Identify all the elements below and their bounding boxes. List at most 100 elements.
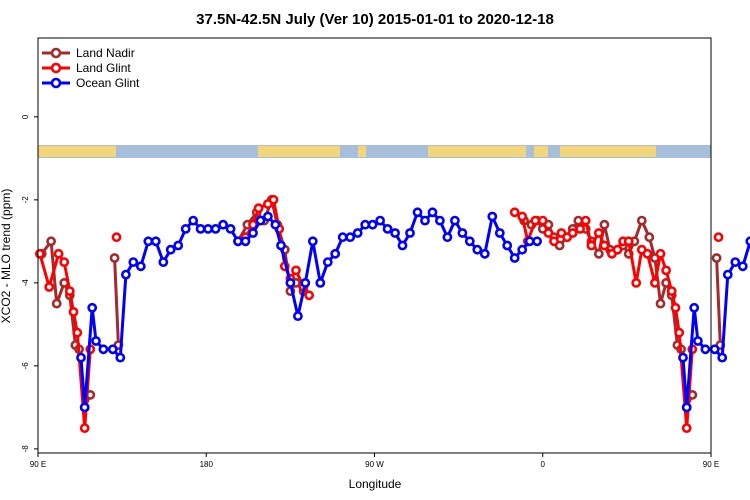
data-point [449,215,460,226]
data-point [150,236,161,247]
map-strip-land [560,146,656,157]
data-point [586,240,597,251]
data-point [352,228,363,238]
data-point [330,248,341,259]
data-point [532,236,542,247]
data-point [420,215,430,226]
data-point [745,236,750,247]
legend-item: Land Nadir [42,46,135,60]
data-point [593,228,604,238]
data-point [674,327,685,338]
x-tick-label: 90 E [30,460,46,469]
data-point [276,240,286,251]
data-point [405,228,415,238]
series-line [113,257,120,346]
data-point [79,423,90,433]
data-point [681,423,692,433]
data-point [285,277,296,288]
data-point [678,352,688,363]
data-point [567,228,578,238]
series-line [681,239,750,409]
data-point [390,228,400,238]
data-point [599,219,610,230]
legend-swatch-marker [50,47,62,59]
data-point [292,311,303,321]
data-point [135,261,146,272]
data-point [517,211,528,222]
data-point [655,298,666,309]
data-point [345,232,356,243]
data-point [307,236,318,247]
x-tick-label: 180 [200,460,214,469]
data-point [575,223,585,234]
legend-label: Land Glint [76,61,131,75]
data-point [270,219,281,230]
x-tick-label: 90 W [365,460,384,469]
data-point [382,223,393,234]
data-point [530,215,541,226]
data-point [253,203,264,214]
series-ocean-glint [76,207,750,413]
data-point [537,215,548,226]
y-tick-label: -4 [21,279,30,287]
y-tick-label: 0 [21,114,30,119]
data-point [46,236,56,247]
data-point [188,215,199,226]
data-point [315,277,326,288]
data-point [580,215,591,226]
data-point [109,253,120,263]
data-point [143,236,154,247]
legend-label: Ocean Glint [76,76,140,90]
data-point [709,344,720,355]
data-point [700,344,711,355]
data-point [300,277,311,288]
y-tick-label: -8 [21,445,30,453]
map-strip-land [358,146,366,157]
data-point [599,240,610,251]
data-point [337,232,348,243]
series-land-nadir [36,194,726,413]
data-point [262,211,273,222]
data-point [68,306,79,317]
data-point [517,244,528,255]
data-point [666,286,677,296]
data-point [397,240,408,251]
data-point [661,265,671,276]
data-point [53,248,64,259]
legend-label: Land Nadir [76,46,135,60]
x-tick-label: 0 [541,460,546,469]
data-point [115,352,126,363]
data-point [304,290,314,301]
series-layer [35,194,750,433]
data-point [79,402,90,413]
data-point [509,253,520,263]
data-point [203,223,213,234]
map-strip-land [428,146,526,157]
data-point [91,336,101,346]
data-point [111,232,122,243]
data-point [412,207,423,218]
data-point [670,302,681,313]
data-point [51,298,62,309]
data-point [737,261,748,272]
data-point [717,352,728,363]
data-point [509,207,520,218]
data-point [612,244,623,255]
plot-frame [37,37,712,454]
map-strip-land [534,146,548,157]
data-point [210,223,221,234]
data-point [479,248,490,259]
series-line [715,257,722,346]
series-land-glint [35,194,724,433]
data-point [268,194,279,205]
data-point [76,352,86,363]
data-point [44,282,55,292]
data-point [72,327,83,338]
x-axis-label: Longitude [349,477,402,491]
data-point [549,236,559,247]
data-point [631,277,642,288]
data-point [218,219,228,230]
data-point [322,257,333,267]
